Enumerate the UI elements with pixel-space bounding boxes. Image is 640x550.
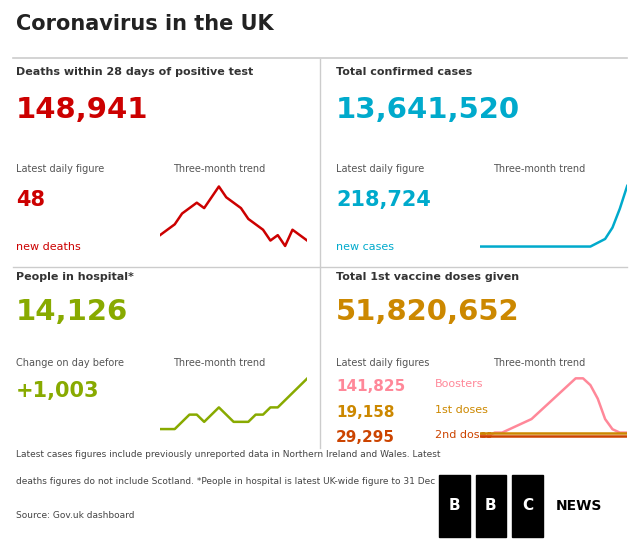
- Text: Three-month trend: Three-month trend: [173, 164, 265, 174]
- Text: NEWS: NEWS: [556, 499, 602, 513]
- Text: Source: Gov.uk dashboard: Source: Gov.uk dashboard: [16, 512, 134, 520]
- FancyBboxPatch shape: [439, 475, 470, 537]
- Text: B: B: [449, 498, 460, 514]
- Text: Total confirmed cases: Total confirmed cases: [336, 67, 472, 76]
- Text: Three-month trend: Three-month trend: [493, 164, 585, 174]
- Text: Latest daily figures: Latest daily figures: [336, 358, 429, 367]
- Text: 2nd doses: 2nd doses: [435, 430, 492, 440]
- Text: Total 1st vaccine doses given: Total 1st vaccine doses given: [336, 272, 519, 282]
- Text: new deaths: new deaths: [16, 242, 81, 252]
- Text: Latest daily figure: Latest daily figure: [336, 164, 424, 174]
- Text: 13,641,520: 13,641,520: [336, 96, 520, 124]
- Text: 29,295: 29,295: [336, 430, 395, 445]
- Text: 51,820,652: 51,820,652: [336, 298, 520, 326]
- Text: B: B: [485, 498, 497, 514]
- Text: new cases: new cases: [336, 242, 394, 252]
- Text: Three-month trend: Three-month trend: [173, 358, 265, 367]
- Text: 218,724: 218,724: [336, 190, 431, 211]
- Text: 14,126: 14,126: [16, 298, 128, 326]
- Text: Change on day before: Change on day before: [16, 358, 124, 367]
- Text: 19,158: 19,158: [336, 405, 394, 420]
- Text: Coronavirus in the UK: Coronavirus in the UK: [16, 14, 274, 34]
- Text: C: C: [522, 498, 533, 514]
- Text: Boosters: Boosters: [435, 379, 484, 389]
- Text: 48: 48: [16, 190, 45, 211]
- Text: People in hospital*: People in hospital*: [16, 272, 134, 282]
- FancyBboxPatch shape: [512, 475, 543, 537]
- Text: 141,825: 141,825: [336, 379, 405, 394]
- Text: Latest daily figure: Latest daily figure: [16, 164, 104, 174]
- Text: Deaths within 28 days of positive test: Deaths within 28 days of positive test: [16, 67, 253, 76]
- Text: +1,003: +1,003: [16, 381, 99, 401]
- Text: Three-month trend: Three-month trend: [493, 358, 585, 367]
- Text: 148,941: 148,941: [16, 96, 148, 124]
- Text: Latest cases figures include previously unreported data in Northern Ireland and : Latest cases figures include previously …: [16, 450, 440, 459]
- Text: 1st doses: 1st doses: [435, 405, 488, 415]
- Text: deaths figures do not include Scotland. *People in hospital is latest UK-wide fi: deaths figures do not include Scotland. …: [16, 477, 435, 486]
- FancyBboxPatch shape: [476, 475, 506, 537]
